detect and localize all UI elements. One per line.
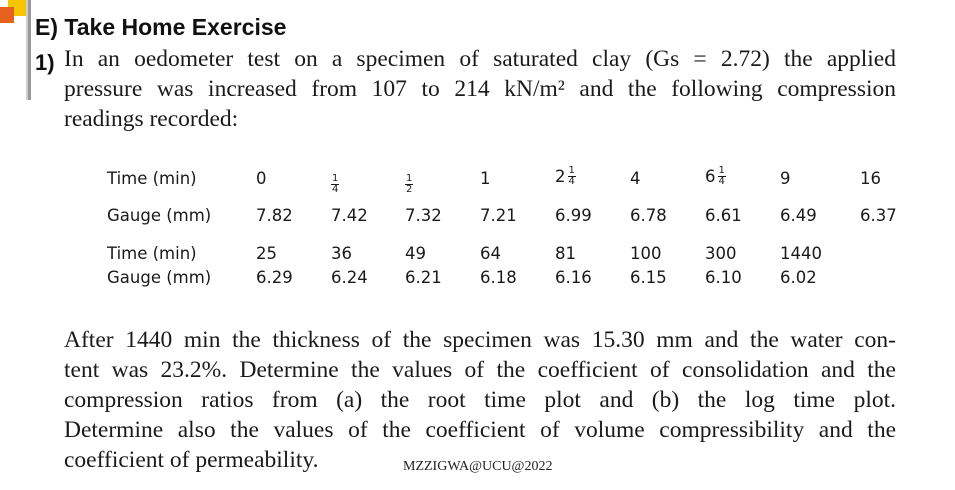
table-cell: 100 bbox=[630, 244, 662, 263]
table-cell: 4 bbox=[630, 169, 641, 188]
slide-heading: E) Take Home Exercise bbox=[35, 14, 287, 40]
table-row-label: Time (min) bbox=[107, 244, 197, 263]
table-cell: 6.18 bbox=[480, 268, 517, 287]
slide-accent-orange-square bbox=[0, 7, 14, 23]
task-paragraph: After 1440 min the thickness of the spec… bbox=[64, 325, 896, 475]
task-line: compression ratios from (a) the root tim… bbox=[64, 387, 896, 413]
table-cell: 6.37 bbox=[860, 206, 897, 225]
table-cell: 6.21 bbox=[405, 268, 442, 287]
table-cell: 6.10 bbox=[705, 268, 742, 287]
table-cell: 6.29 bbox=[256, 268, 293, 287]
task-line: After 1440 min the thickness of the spec… bbox=[64, 327, 896, 353]
table-cell: 0 bbox=[256, 169, 267, 188]
question-number: 1) bbox=[35, 50, 55, 75]
table-cell: 6.49 bbox=[780, 206, 817, 225]
intro-line: readings recorded: bbox=[64, 106, 239, 132]
table-row-label: Gauge (mm) bbox=[107, 268, 212, 287]
task-line: coefficient of permeability. bbox=[64, 447, 319, 473]
table-cell: 81 bbox=[555, 244, 576, 263]
table-cell: 7.21 bbox=[480, 206, 517, 225]
table-cell: 6.61 bbox=[705, 206, 742, 225]
table-cell: 300 bbox=[705, 244, 737, 263]
table-cell: 36 bbox=[331, 244, 352, 263]
intro-line: pressure was increased from 107 to 214 k… bbox=[64, 76, 896, 102]
table-row-label: Gauge (mm) bbox=[107, 206, 212, 225]
table-cell: 25 bbox=[256, 244, 277, 263]
table-cell: 1440 bbox=[780, 244, 822, 263]
table-cell: 64 bbox=[480, 244, 501, 263]
table-cell: 6.02 bbox=[780, 268, 817, 287]
slide-accent-vertical-bar bbox=[26, 0, 31, 100]
table-cell: 7.82 bbox=[256, 206, 293, 225]
task-line: tent was 23.2%. Determine the values of … bbox=[64, 357, 896, 383]
intro-line: In an oedometer test on a specimen of sa… bbox=[64, 46, 896, 72]
table-cell: 7.32 bbox=[405, 206, 442, 225]
problem-intro-paragraph: In an oedometer test on a specimen of sa… bbox=[64, 44, 896, 134]
table-cell: 6.78 bbox=[630, 206, 667, 225]
table-cell: 7.42 bbox=[331, 206, 368, 225]
slide-accent-vertical-bar-highlight bbox=[26, 0, 28, 100]
table-row-label: Time (min) bbox=[107, 169, 197, 188]
table-cell: 6.24 bbox=[331, 268, 368, 287]
table-cell: 6.16 bbox=[555, 268, 592, 287]
table-cell: 49 bbox=[405, 244, 426, 263]
table-cell: 1 bbox=[480, 169, 491, 188]
table-cell: 16 bbox=[860, 169, 881, 188]
task-line: Determine also the values of the coeffic… bbox=[64, 417, 896, 443]
table-cell: 6.15 bbox=[630, 268, 667, 287]
footer-credit: MZZIGWA@UCU@2022 bbox=[403, 459, 553, 474]
table-cell: 6.99 bbox=[555, 206, 592, 225]
table-cell: 9 bbox=[780, 169, 791, 188]
